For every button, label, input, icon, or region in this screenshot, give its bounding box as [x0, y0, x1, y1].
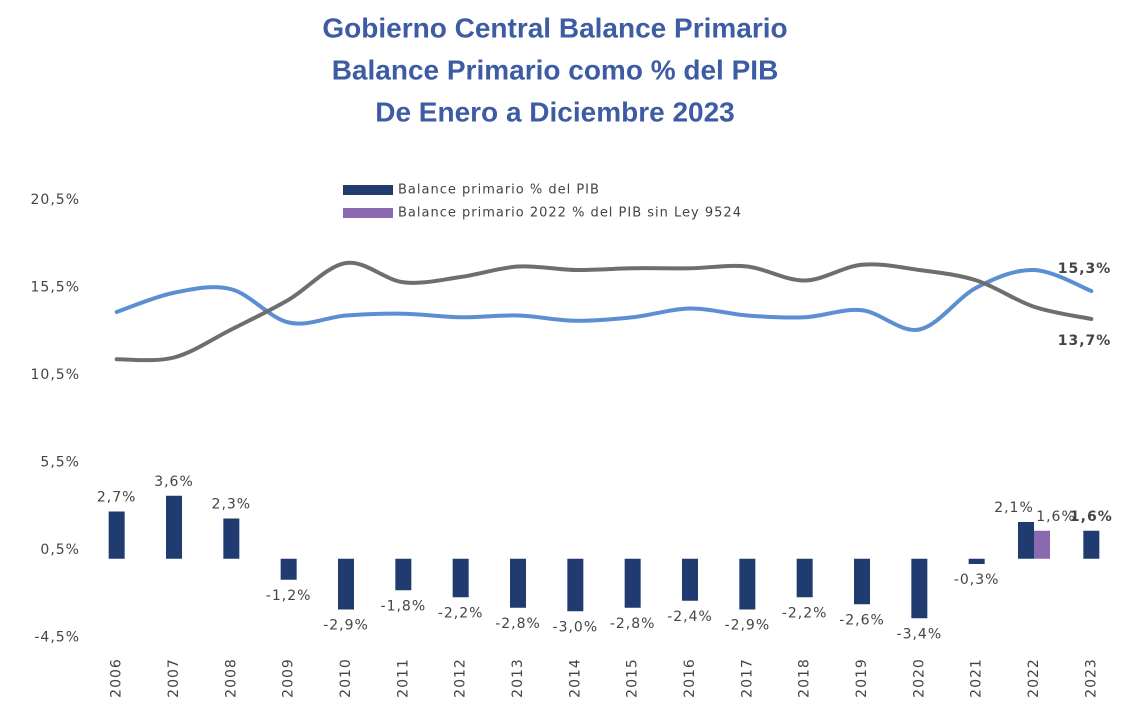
y-tick-label: 0,5% [40, 542, 80, 558]
value-label: 1,6% [1070, 509, 1113, 525]
x-tick-label: 2014 [567, 658, 583, 698]
bar [624, 558, 641, 608]
x-tick-label: 2020 [911, 658, 927, 698]
x-tick-label: 2008 [223, 658, 239, 698]
x-tick-label: 2022 [1026, 658, 1042, 698]
bar [338, 558, 354, 610]
value-label: -2,6% [839, 612, 885, 628]
value-label: 2,3% [212, 497, 252, 513]
x-tick-label: 2013 [510, 658, 526, 698]
x-tick-label: 2015 [625, 658, 641, 698]
bar [567, 558, 584, 612]
value-label: -1,8% [381, 598, 427, 614]
value-label: 2,7% [97, 490, 137, 506]
x-tick-label: 2021 [969, 658, 985, 698]
x-tick-label: 2019 [854, 658, 870, 698]
bar [796, 558, 813, 598]
bar [510, 558, 526, 608]
bar [854, 558, 870, 605]
value-label: -0,3% [954, 572, 1000, 588]
value-label: 1,6% [1036, 509, 1076, 525]
x-tick-label: 2023 [1083, 658, 1099, 698]
bar [911, 558, 928, 619]
x-tick-label: 2009 [281, 658, 297, 698]
line-value-label: 13,7% [1058, 333, 1112, 349]
line [114, 267, 1094, 332]
x-tick-label: 2007 [166, 658, 182, 698]
x-tick-label: 2018 [797, 658, 813, 698]
y-tick-label: -4,5% [34, 630, 80, 646]
chart-subtitle: De Enero a Diciembre 2023 [375, 96, 735, 127]
value-label: -2,2% [438, 605, 484, 621]
value-label: -3,0% [553, 619, 599, 635]
value-label: 2,1% [994, 500, 1034, 516]
x-tick-label: 2012 [453, 658, 469, 698]
value-label: -2,4% [667, 609, 713, 625]
value-label: -2,8% [610, 616, 656, 632]
bar [1083, 530, 1100, 559]
value-label: -3,4% [897, 626, 943, 642]
legend-swatch [343, 208, 393, 218]
x-tick-label: 2010 [338, 658, 354, 698]
x-tick-label: 2011 [395, 658, 411, 698]
value-label: -1,2% [266, 588, 312, 604]
bar [395, 558, 412, 591]
value-label: 3,6% [154, 474, 194, 490]
bar [1034, 530, 1050, 559]
y-tick-label: 20,5% [31, 192, 80, 208]
x-tick-label: 2016 [682, 658, 698, 698]
bar [1018, 522, 1034, 559]
bar [223, 518, 240, 559]
bar [108, 511, 125, 559]
legend-label: Balance primario % del PIB [398, 183, 600, 198]
legend-swatch [343, 185, 393, 195]
line-value-label: 15,3% [1058, 261, 1112, 277]
bar [682, 558, 698, 601]
bar [280, 558, 297, 580]
x-tick-label: 2006 [109, 658, 125, 698]
y-tick-label: 10,5% [31, 367, 80, 383]
x-tick-label: 2017 [739, 658, 755, 698]
chart-title: Gobierno Central Balance Primario [322, 12, 787, 43]
value-label: -2,2% [782, 605, 828, 621]
value-label: -2,9% [725, 618, 771, 634]
chart-subtitle: Balance Primario como % del PIB [332, 54, 779, 85]
bar [968, 558, 985, 564]
y-tick-label: 15,5% [31, 280, 80, 296]
bar [739, 558, 756, 610]
legend-label: Balance primario 2022 % del PIB sin Ley … [398, 206, 742, 221]
bar [452, 558, 469, 598]
value-label: -2,9% [323, 618, 369, 634]
line [114, 260, 1094, 363]
y-tick-label: 5,5% [40, 455, 80, 471]
value-label: -2,8% [495, 616, 541, 632]
bar [166, 495, 182, 559]
